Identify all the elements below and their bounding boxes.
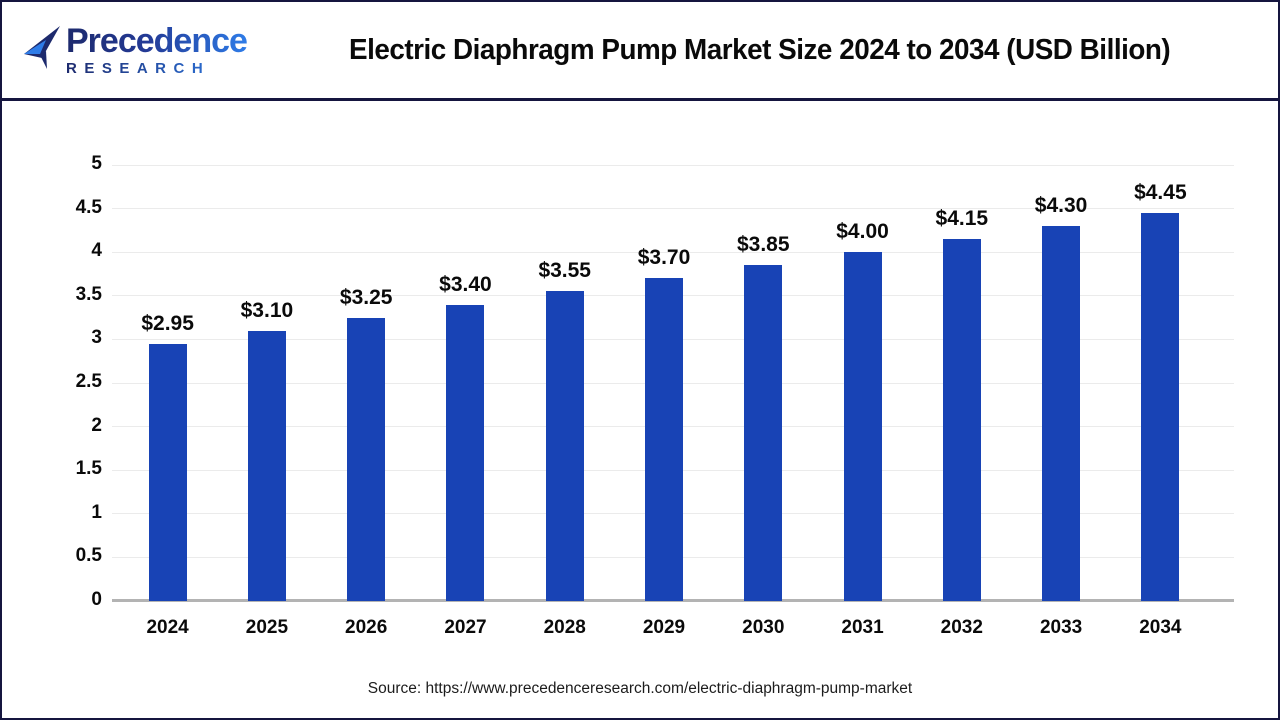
x-axis-tick-label: 2031 xyxy=(841,617,884,638)
gridline xyxy=(112,251,1234,253)
y-axis-tick-label: 1.5 xyxy=(75,458,102,480)
bar-2029 xyxy=(645,278,683,601)
x-axis-tick-label: 2027 xyxy=(444,617,487,638)
y-axis-tick-label: 1 xyxy=(91,501,102,523)
x-axis-tick-label: 2032 xyxy=(940,617,983,638)
bar-value-label: $4.30 xyxy=(1034,194,1088,218)
logo-subtitle: RESEARCH xyxy=(66,61,247,76)
bar-value-label: $3.25 xyxy=(339,285,393,309)
bar-2034 xyxy=(1141,212,1180,601)
bar-2025 xyxy=(247,330,286,601)
bar-value-label: $3.55 xyxy=(538,259,591,283)
bar-value-label: $4.15 xyxy=(935,207,989,231)
gridline xyxy=(112,208,1234,210)
header: Precedence RESEARCH Electric Diaphragm P… xyxy=(2,2,1278,101)
y-axis-tick-label: 0.5 xyxy=(75,545,102,567)
x-axis-tick-label: 2033 xyxy=(1039,617,1083,638)
bar-2031 xyxy=(843,252,882,601)
bar-value-label: $3.70 xyxy=(637,246,691,270)
y-axis-tick-label: 4 xyxy=(91,240,102,262)
x-axis-tick-label: 2029 xyxy=(642,617,686,638)
bar-2027 xyxy=(446,304,485,601)
gridline xyxy=(112,164,1234,166)
x-axis-tick-label: 2028 xyxy=(543,617,586,638)
paper-plane-icon xyxy=(20,24,64,77)
x-axis-tick-label: 2030 xyxy=(742,617,785,638)
bar-2032 xyxy=(942,239,981,601)
bar-value-label: $3.10 xyxy=(240,298,294,322)
y-axis-tick-label: 0 xyxy=(91,589,102,610)
bar-value-label: $3.40 xyxy=(439,272,492,296)
chart-title: Electric Diaphragm Pump Market Size 2024… xyxy=(349,33,1171,66)
y-axis-tick-label: 4.5 xyxy=(75,196,102,218)
y-axis-tick-label: 2.5 xyxy=(75,371,102,392)
x-axis-tick-label: 2025 xyxy=(245,617,289,638)
logo-wordmark: Precedence xyxy=(66,22,248,60)
x-axis-tick-label: 2026 xyxy=(345,617,388,638)
precedence-logo: Precedence RESEARCH xyxy=(2,24,270,77)
source-text: Source: https://www.precedenceresearch.c… xyxy=(367,680,913,697)
bar-value-label: $4.45 xyxy=(1134,180,1187,204)
bar-2026 xyxy=(347,317,386,601)
y-axis-tick-label: 3.5 xyxy=(75,283,102,305)
y-axis-tick-label: 5 xyxy=(91,153,102,174)
bar-value-label: $4.00 xyxy=(836,220,889,244)
x-axis-tick-label: 2024 xyxy=(146,617,189,638)
y-axis-tick-label: 2 xyxy=(91,414,102,436)
bar-value-label: $3.85 xyxy=(736,233,790,257)
y-axis-tick-label: 3 xyxy=(91,327,102,349)
bar-2030 xyxy=(744,265,783,601)
x-axis-tick-label: 2034 xyxy=(1139,617,1182,638)
bar-chart-plot-area: 0 0.5 1 1.5 2 2.5 3 3.5 4 4.5 5 $2.95 2024 $3.10 2025 $… xyxy=(76,153,1234,638)
bar-value-label: $2.95 xyxy=(141,311,194,335)
bar-2028 xyxy=(545,291,584,601)
bar-2024 xyxy=(148,343,187,601)
bar-2033 xyxy=(1042,226,1081,601)
logo-text: Precedence RESEARCH xyxy=(66,22,248,76)
